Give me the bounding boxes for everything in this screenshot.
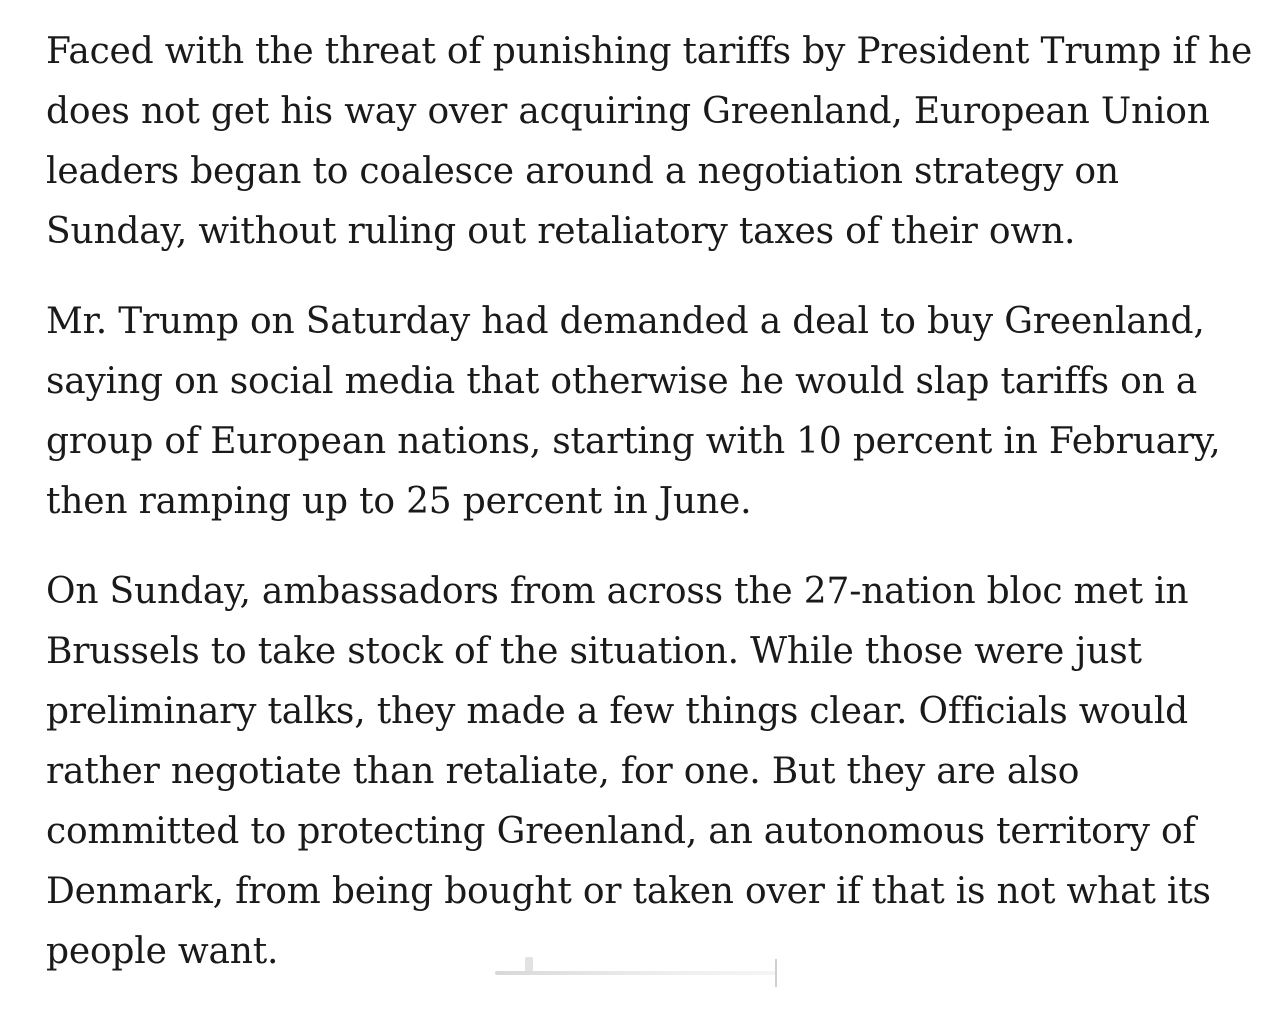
article-paragraph-3: On Sunday, ambassadors from across the 2… — [46, 571, 1211, 972]
article-body: Faced with the threat of punishing tarif… — [46, 22, 1261, 1012]
artifact-edge — [775, 959, 777, 987]
article-paragraph-2: Mr. Trump on Saturday had demanded a dea… — [46, 301, 1221, 522]
article-paragraph-1: Faced with the threat of punishing tarif… — [46, 31, 1253, 252]
screenshot-artifact-bar — [495, 955, 777, 987]
artifact-line — [495, 971, 777, 975]
artifact-stub — [525, 957, 533, 973]
